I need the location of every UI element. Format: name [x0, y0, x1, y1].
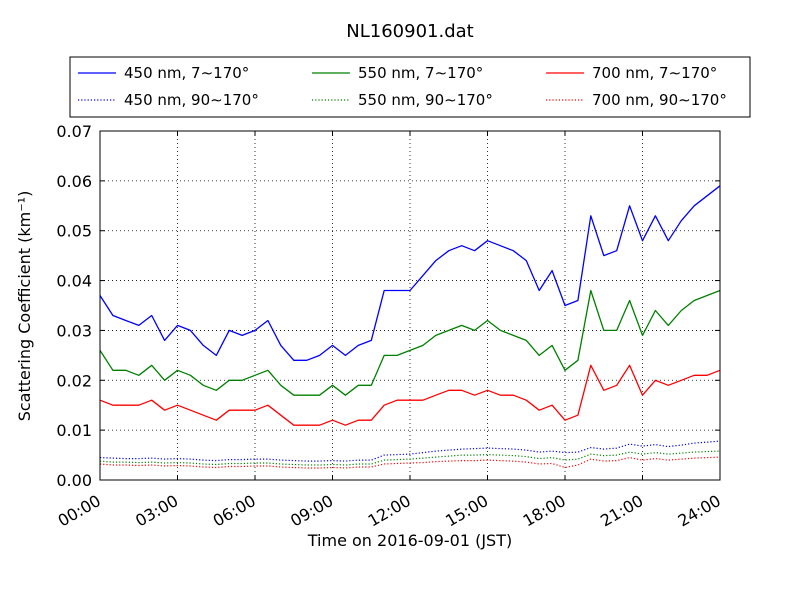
series-line-3 — [99, 450, 721, 466]
legend-label: 450 nm, 7∼170° — [124, 64, 249, 82]
series-line-4 — [99, 364, 721, 426]
y-tick-label: 0.02 — [56, 371, 92, 390]
x-tick-label: 21:00 — [597, 491, 646, 531]
legend-label: 550 nm, 90∼170° — [358, 91, 493, 109]
axis-ticks: 0.00 0.01 0.02 0.03 0.04 0.05 0.06 0.07 00:00 03:… — [55, 122, 724, 531]
y-tick-label: 0.06 — [56, 172, 92, 191]
y-tick-label: 0.00 — [56, 471, 92, 490]
y-tick-label: 0.03 — [56, 321, 92, 340]
x-tick-label: 15:00 — [442, 491, 491, 531]
x-tick-label: 00:00 — [55, 491, 104, 531]
series-layer — [99, 185, 721, 469]
chart-title: NL160901.dat — [346, 21, 473, 42]
legend-label: 550 nm, 7∼170° — [358, 64, 483, 82]
legend-label: 700 nm, 7∼170° — [592, 64, 717, 82]
series-line-0 — [99, 185, 721, 361]
legend: 450 nm, 7∼170° 450 nm, 90∼170° 550 nm, 7∼1… — [69, 56, 751, 118]
legend-frame — [69, 56, 751, 118]
x-tick-label: 12:00 — [365, 491, 414, 531]
x-tick-label: 24:00 — [675, 491, 724, 531]
x-tick-label: 18:00 — [520, 491, 569, 531]
y-tick-label: 0.05 — [56, 222, 92, 241]
series-line-1 — [99, 440, 721, 462]
x-tick-label: 03:00 — [132, 491, 181, 531]
y-tick-label: 0.07 — [56, 122, 92, 141]
x-tick-label: 09:00 — [287, 491, 336, 531]
legend-label: 450 nm, 90∼170° — [124, 91, 259, 109]
x-tick-label: 06:00 — [210, 491, 259, 531]
series-line-2 — [99, 289, 721, 396]
series-line-5 — [99, 456, 721, 469]
y-axis-title: Scattering Coefficient (km⁻¹) — [15, 191, 34, 422]
legend-label: 700 nm, 90∼170° — [592, 91, 727, 109]
x-axis-title: Time on 2016-09-01 (JST) — [307, 531, 512, 550]
y-tick-label: 0.01 — [56, 421, 92, 440]
y-tick-label: 0.04 — [56, 272, 92, 291]
